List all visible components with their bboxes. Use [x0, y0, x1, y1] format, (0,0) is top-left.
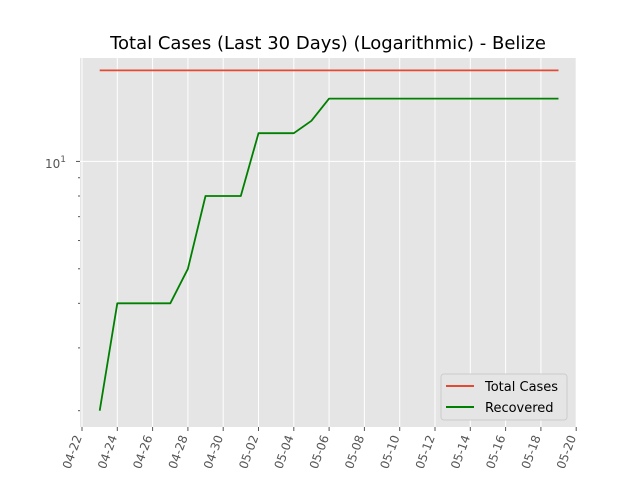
- x-tick-label: 04-24: [95, 433, 120, 471]
- x-tick-label: 05-08: [342, 433, 367, 471]
- y-tick-base: 10: [45, 157, 60, 171]
- x-tick-label: 04-22: [60, 433, 85, 471]
- x-tick-label: 05-20: [554, 433, 579, 471]
- x-tick-labels: 04-22 04-24 04-26 04-28 04-30 05-02 05-04 05-06…: [60, 433, 579, 471]
- legend-label-recovered: Recovered: [485, 401, 554, 416]
- plot-area: [80, 58, 576, 427]
- x-tick-label: 04-28: [166, 433, 191, 471]
- y-tick-label: 101: [45, 155, 66, 171]
- y-tick-labels: 101: [45, 155, 66, 171]
- x-tick-label: 04-30: [201, 433, 226, 471]
- series-line-recovered: [98, 97, 559, 411]
- x-tick-label: 04-26: [130, 433, 155, 471]
- legend-label-total-cases: Total Cases: [484, 380, 558, 395]
- x-tick-label: 05-16: [483, 433, 508, 471]
- y-tick-exponent: 1: [60, 155, 66, 165]
- x-tick-label: 05-14: [448, 433, 473, 471]
- axis-ticks: [76, 160, 577, 431]
- chart-title: Total Cases (Last 30 Days) (Logarithmic)…: [109, 33, 546, 54]
- x-tick-label: 05-04: [272, 433, 297, 471]
- legend: Total Cases Recovered: [440, 373, 568, 421]
- x-tick-label: 05-10: [377, 433, 402, 471]
- x-tick-label: 05-18: [519, 433, 544, 471]
- x-tick-label: 05-12: [413, 433, 438, 471]
- series-lines: [98, 69, 559, 411]
- grid: [80, 58, 577, 427]
- x-tick-label: 05-02: [236, 433, 261, 471]
- x-tick-label: 05-06: [307, 433, 332, 471]
